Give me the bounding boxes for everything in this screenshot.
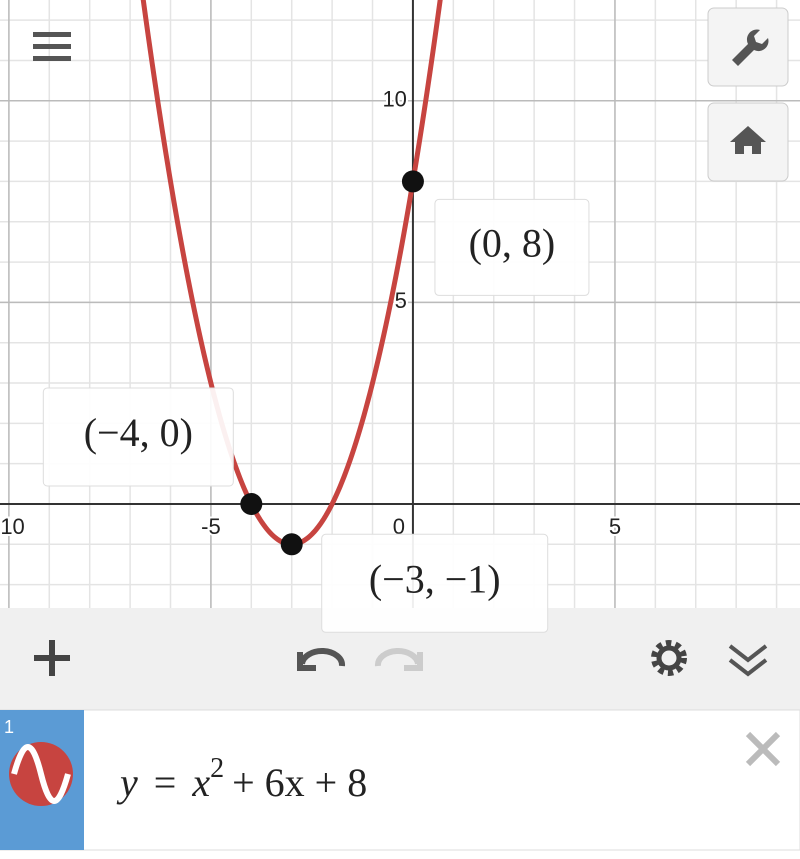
delete-expression-button[interactable] xyxy=(745,731,781,767)
point-label: (−4, 0) xyxy=(84,410,193,455)
redo-button[interactable] xyxy=(374,647,423,671)
x-tick-label: 5 xyxy=(609,514,621,539)
point-label: (0, 8) xyxy=(469,221,556,266)
point-label-box xyxy=(42,387,234,487)
expression-equals: = xyxy=(154,760,177,805)
undo-button[interactable] xyxy=(297,647,346,671)
collapse-button[interactable] xyxy=(728,644,768,677)
expression-text[interactable]: y = x2 + 6x + 8 xyxy=(116,753,367,805)
home-button[interactable] xyxy=(707,102,789,182)
point xyxy=(401,170,424,193)
expression-base: x xyxy=(191,760,210,805)
x-tick-label: 0 xyxy=(393,514,405,539)
point-label: (−3, −1) xyxy=(369,556,501,601)
expression-rest: + 6x + 8 xyxy=(232,760,367,805)
point-label-box xyxy=(321,533,549,633)
y-tick-label: 5 xyxy=(395,288,407,313)
curve xyxy=(140,0,443,547)
x-tick-label: -5 xyxy=(201,514,221,539)
menu-button[interactable] xyxy=(33,32,71,61)
point-label-box xyxy=(434,198,590,296)
expression-icon[interactable] xyxy=(9,742,73,806)
point xyxy=(280,533,303,556)
settings-gear-button[interactable] xyxy=(651,640,687,676)
x-tick-label: -10 xyxy=(0,514,25,539)
expression-index: 1 xyxy=(4,717,14,737)
expression-exponent: 2 xyxy=(210,753,224,784)
settings-wrench-button[interactable] xyxy=(707,7,789,87)
y-tick-label: 10 xyxy=(382,87,406,112)
add-button[interactable] xyxy=(34,640,70,676)
graph: -10 -5 0 5 5 10 xyxy=(0,0,800,608)
expression-lhs: y xyxy=(116,760,138,805)
expression-row xyxy=(0,709,800,851)
point xyxy=(240,492,263,515)
